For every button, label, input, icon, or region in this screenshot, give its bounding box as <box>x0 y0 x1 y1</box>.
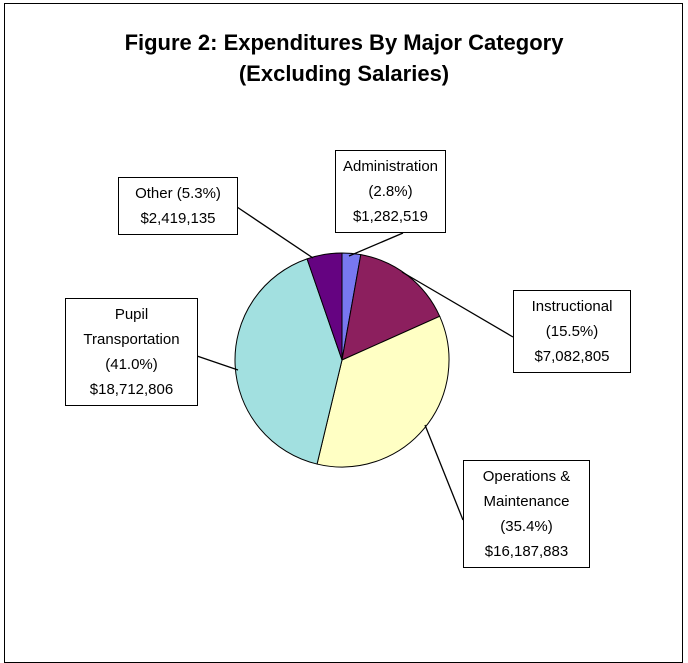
percent-label: (41.0%) <box>105 356 158 373</box>
pie-slice <box>234 258 343 465</box>
category-label: Administration <box>342 158 439 175</box>
pie-slice <box>316 315 450 468</box>
data-label: Pupil Transportation (41.0%) $18,712,806 <box>65 298 198 406</box>
percent-label: (15.5%) <box>545 323 599 340</box>
value-label: $1,282,519 <box>352 208 429 225</box>
value-label: $16,187,883 <box>484 543 569 560</box>
data-label: Other (5.3%) $2,419,135 <box>118 177 238 235</box>
leader-line <box>401 271 514 338</box>
category-label: Operations & Maintenance <box>482 468 571 510</box>
category-label: Instructional <box>531 298 613 315</box>
percent-label: (5.3%) <box>176 185 221 202</box>
value-label: $18,712,806 <box>89 381 174 398</box>
leader-line <box>236 206 314 259</box>
data-label: Instructional (15.5%) $7,082,805 <box>513 290 631 373</box>
leader-line <box>424 424 464 521</box>
data-label: Operations & Maintenance (35.4%) $16,187,… <box>463 460 590 568</box>
pie-slice <box>306 252 343 361</box>
data-label: Administration (2.8%) $1,282,519 <box>335 150 446 233</box>
percent-label: (2.8%) <box>368 183 413 200</box>
leader-line <box>196 355 239 371</box>
category-label: Other <box>135 185 173 202</box>
percent-label: (35.4%) <box>500 518 553 535</box>
chart-title: Figure 2: Expenditures By Major Category… <box>124 30 564 86</box>
value-label: $2,419,135 <box>140 210 216 227</box>
category-label: Pupil Transportation <box>83 306 180 348</box>
leader-line <box>348 232 404 257</box>
value-label: $7,082,805 <box>534 348 610 365</box>
